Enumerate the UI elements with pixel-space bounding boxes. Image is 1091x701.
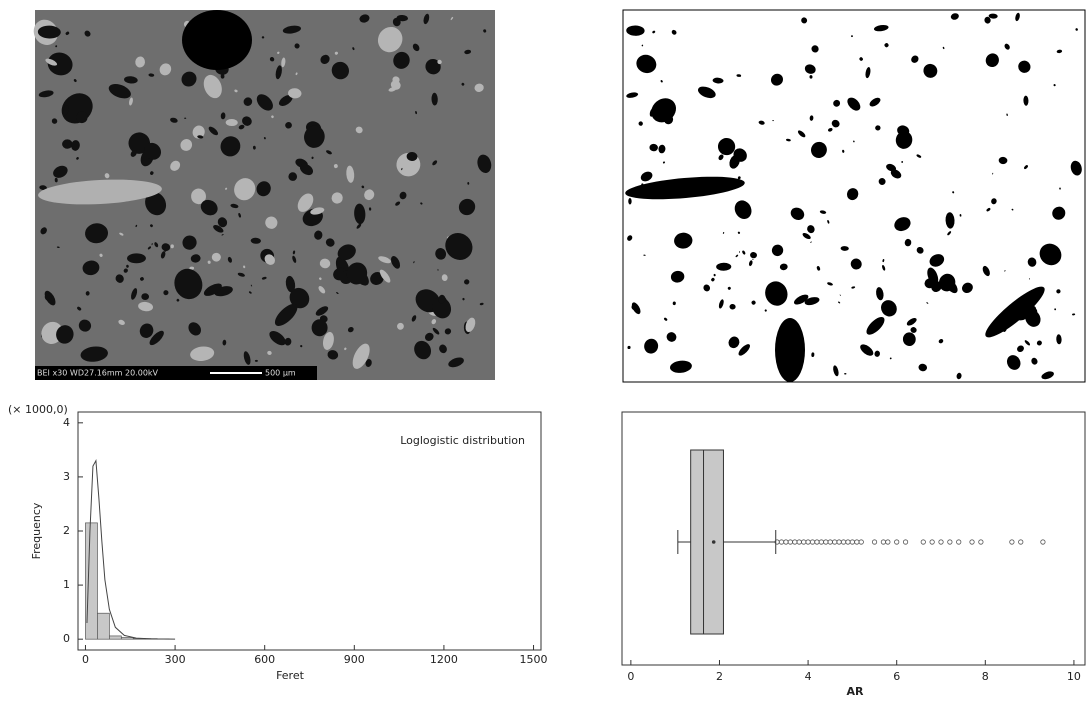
x-tick-label: 300 <box>165 653 186 666</box>
outlier <box>797 540 801 544</box>
outlier <box>793 540 797 544</box>
outlier <box>815 540 819 544</box>
outlier <box>939 540 943 544</box>
outlier <box>846 540 850 544</box>
y-tick-label: 4 <box>63 416 70 429</box>
annotation: Loglogistic distribution <box>400 434 525 447</box>
y-tick-label: 3 <box>63 470 70 483</box>
outlier <box>850 540 854 544</box>
outlier <box>894 540 898 544</box>
x-tick-label: 4 <box>805 670 812 683</box>
outlier <box>957 540 961 544</box>
y-multiplier: (× 1000,0) <box>8 403 68 416</box>
x-tick-label: 2 <box>716 670 723 683</box>
outlier <box>1010 540 1014 544</box>
outlier <box>837 540 841 544</box>
particle <box>772 120 774 121</box>
outlier <box>921 540 925 544</box>
x-tick-label: 900 <box>344 653 365 666</box>
x-tick-label: 1500 <box>520 653 548 666</box>
y-axis-label: Frequency <box>30 502 43 559</box>
bar <box>109 636 121 639</box>
outlier <box>859 540 863 544</box>
outlier <box>979 540 983 544</box>
x-tick-label: 8 <box>982 670 989 683</box>
x-tick-label: 0 <box>82 653 89 666</box>
x-tick-label: 6 <box>893 670 900 683</box>
binary-image <box>623 10 1085 382</box>
x-tick-label: 600 <box>254 653 275 666</box>
particle <box>184 118 186 119</box>
y-tick-label: 1 <box>63 578 70 591</box>
outlier <box>784 540 788 544</box>
outlier <box>832 540 836 544</box>
particle <box>262 36 265 38</box>
outlier <box>948 540 952 544</box>
outlier <box>806 540 810 544</box>
outlier <box>801 540 805 544</box>
x-axis-label: AR <box>847 685 865 698</box>
outlier <box>841 540 845 544</box>
sem-image: BEI x30 WD27.16mm 20.00kV 500 µm <box>29 10 495 380</box>
outlier <box>819 540 823 544</box>
bar <box>121 638 133 640</box>
x-tick-label: 10 <box>1067 670 1081 683</box>
particle <box>182 10 252 70</box>
outlier <box>930 540 934 544</box>
outlier <box>881 540 885 544</box>
figure: BEI x30 WD27.16mm 20.00kV 500 µm (× 1000… <box>0 0 1091 701</box>
outlier <box>872 540 876 544</box>
sem-scale-label: 500 µm <box>265 369 296 378</box>
outlier <box>824 540 828 544</box>
bar <box>97 613 109 639</box>
box <box>691 450 724 634</box>
outlier <box>903 540 907 544</box>
outlier <box>970 540 974 544</box>
particle <box>851 35 853 37</box>
outlier <box>788 540 792 544</box>
y-tick-label: 2 <box>63 524 70 537</box>
x-tick-label: 0 <box>627 670 634 683</box>
fit-curve <box>87 461 175 640</box>
outlier <box>1019 540 1023 544</box>
particle <box>775 318 805 382</box>
outlier <box>779 540 783 544</box>
mean <box>712 540 716 544</box>
sem-caption: BEI x30 WD27.16mm 20.00kV <box>37 369 159 378</box>
outlier <box>886 540 890 544</box>
outlier <box>855 540 859 544</box>
y-tick-label: 0 <box>63 632 70 645</box>
outlier <box>1041 540 1045 544</box>
hist-frame <box>78 412 541 650</box>
outlier <box>810 540 814 544</box>
x-axis-label: Feret <box>276 669 305 682</box>
outlier <box>828 540 832 544</box>
x-tick-label: 1200 <box>430 653 458 666</box>
